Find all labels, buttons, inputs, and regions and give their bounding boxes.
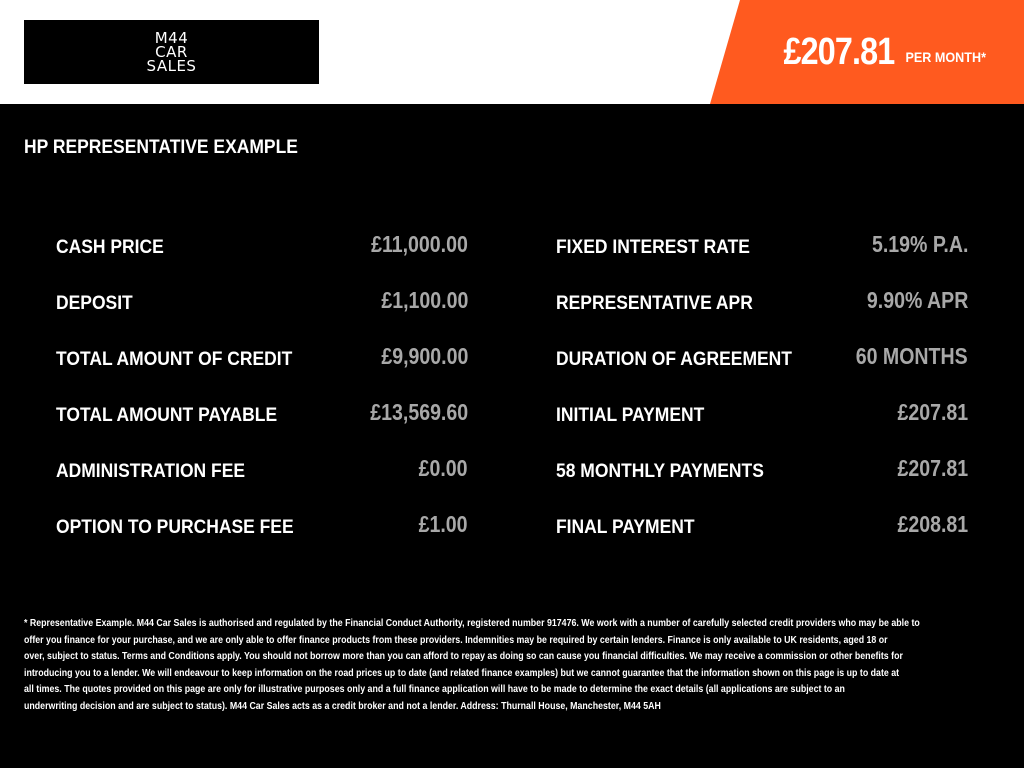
logo-text: M44 CAR SALES: [146, 29, 197, 75]
finance-label: OPTION TO PURCHASE FEE: [56, 517, 294, 538]
disclaimer: * Representative Example. M44 Car Sales …: [24, 615, 1024, 715]
finance-row: INITIAL PAYMENT £207.81: [556, 384, 968, 440]
disclaimer-line: over, subject to status. Terms and Condi…: [24, 650, 903, 663]
finance-value: £1.00: [419, 510, 468, 537]
disclaimer-line: all times. The quotes provided on this p…: [24, 683, 845, 696]
finance-row: 58 MONTHLY PAYMENTS £207.81: [556, 440, 968, 496]
finance-row: DURATION OF AGREEMENT 60 MONTHS: [556, 328, 968, 384]
monthly-price-banner: £207.81 PER MONTH*: [710, 0, 1024, 104]
finance-value: £1,100.00: [381, 286, 468, 313]
finance-value: £0.00: [419, 454, 468, 481]
disclaimer-line: * Representative Example. M44 Car Sales …: [24, 617, 920, 629]
finance-value: £11,000.00: [371, 230, 468, 257]
finance-value: 9.90% APR: [866, 286, 968, 313]
finance-label: ADMINISTRATION FEE: [56, 461, 246, 482]
finance-label: FINAL PAYMENT: [556, 517, 695, 538]
finance-value: 5.19% P.A.: [871, 230, 968, 257]
finance-row: REPRESENTATIVE APR 9.90% APR: [556, 272, 968, 328]
finance-row: OPTION TO PURCHASE FEE £1.00: [56, 496, 468, 552]
monthly-price: £207.81: [783, 30, 896, 73]
finance-label: DEPOSIT: [56, 293, 133, 314]
finance-row: TOTAL AMOUNT OF CREDIT £9,900.00: [56, 328, 468, 384]
disclaimer-line: underwriting decision and are subject to…: [24, 699, 661, 712]
finance-value: £13,569.60: [370, 398, 468, 425]
per-month-label: PER MONTH*: [905, 49, 986, 65]
finance-row: ADMINISTRATION FEE £0.00: [56, 440, 468, 496]
finance-row: FIXED INTEREST RATE 5.19% P.A.: [556, 216, 968, 272]
finance-label: FIXED INTEREST RATE: [556, 237, 750, 258]
finance-label: DURATION OF AGREEMENT: [556, 349, 792, 370]
finance-label: TOTAL AMOUNT OF CREDIT: [56, 349, 293, 370]
finance-details-left: CASH PRICE £11,000.00 DEPOSIT £1,100.00 TOTA…: [56, 228, 468, 564]
finance-label: CASH PRICE: [56, 237, 164, 258]
finance-label: TOTAL AMOUNT PAYABLE: [56, 405, 278, 426]
finance-value: £208.81: [897, 510, 968, 537]
header: M44 CAR SALES £207.81 PER MONTH*: [0, 0, 1024, 104]
finance-row: TOTAL AMOUNT PAYABLE £13,569.60: [56, 384, 468, 440]
finance-label: 58 MONTHLY PAYMENTS: [556, 461, 764, 482]
finance-label: INITIAL PAYMENT: [556, 405, 705, 426]
disclaimer-line: offer you finance for your purchase, and…: [24, 633, 888, 646]
finance-value: £9,900.00: [381, 342, 468, 369]
finance-row: CASH PRICE £11,000.00: [56, 216, 468, 272]
finance-label: REPRESENTATIVE APR: [556, 293, 753, 314]
finance-value: £207.81: [897, 398, 968, 425]
finance-details-right: FIXED INTEREST RATE 5.19% P.A. REPRESENTAT…: [556, 228, 968, 564]
section-title: HP REPRESENTATIVE EXAMPLE: [24, 137, 298, 158]
disclaimer-line: introducing you to a lender. We will end…: [24, 666, 900, 679]
finance-value: 60 MONTHS: [856, 342, 968, 369]
logo[interactable]: M44 CAR SALES: [24, 20, 319, 84]
finance-row: DEPOSIT £1,100.00: [56, 272, 468, 328]
finance-value: £207.81: [897, 454, 968, 481]
finance-row: FINAL PAYMENT £208.81: [556, 496, 968, 552]
